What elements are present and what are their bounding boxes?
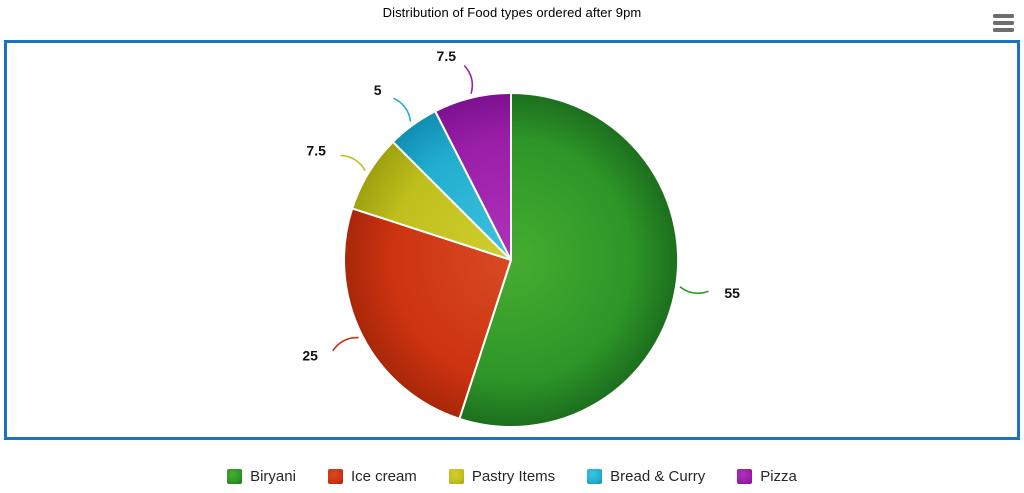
pie-slice-ice-cream[interactable] [343, 207, 512, 420]
slice-value-label-pastry-items: 7.5 [306, 142, 326, 158]
menu-bar [993, 14, 1014, 18]
slice-value-label-biryani: 55 [724, 285, 740, 301]
slice-value-label-pizza: 7.5 [437, 48, 457, 64]
label-leader-line-ice-cream [332, 336, 359, 352]
label-leader-line-pizza [463, 64, 474, 94]
pie-slice-pizza[interactable] [434, 92, 512, 261]
legend-color-swatch [448, 468, 464, 484]
export-menu-button[interactable] [991, 12, 1016, 34]
label-leader-line-pastry-items [340, 154, 366, 172]
legend-color-swatch [737, 468, 753, 484]
legend-item-label: Bread & Curry [610, 467, 706, 485]
chart-panel: 55 25 7.5 5 7.5 [4, 40, 1020, 440]
legend-color-swatch [587, 468, 603, 484]
label-leader-line-biryani [679, 286, 709, 295]
pie-slice-biryani[interactable] [458, 92, 680, 428]
legend-item-ice-cream[interactable]: Ice cream [327, 467, 417, 485]
legend-color-swatch [327, 468, 343, 484]
slice-value-label-ice-cream: 25 [302, 347, 318, 363]
legend-color-swatch [227, 468, 243, 484]
legend-item-label: Ice cream [350, 467, 417, 485]
legend-item-bread-curry[interactable]: Bread & Curry [587, 468, 705, 485]
legend-item-biryani[interactable]: Biryani [227, 468, 296, 485]
hamburger-menu-icon [993, 14, 1014, 32]
legend-item-label: Pastry Items [471, 467, 556, 485]
chart-title: Distribution of Food types ordered after… [382, 5, 642, 20]
pie-chart: 55 25 7.5 5 7.5 [302, 48, 740, 428]
label-leader-line-bread-curry [393, 97, 412, 122]
slice-value-label-bread-curry: 5 [374, 82, 382, 98]
legend-item-label: Pizza [760, 467, 797, 485]
menu-bar [993, 28, 1014, 32]
legend-item-pastry-items[interactable]: Pastry Items [448, 467, 556, 485]
legend-item-label: Biryani [250, 467, 296, 485]
menu-bar [993, 21, 1014, 25]
legend-item-pizza[interactable]: Pizza [737, 468, 797, 485]
legend: Biryani Ice cream Pastry Items Bread & Curr… [0, 461, 1024, 491]
